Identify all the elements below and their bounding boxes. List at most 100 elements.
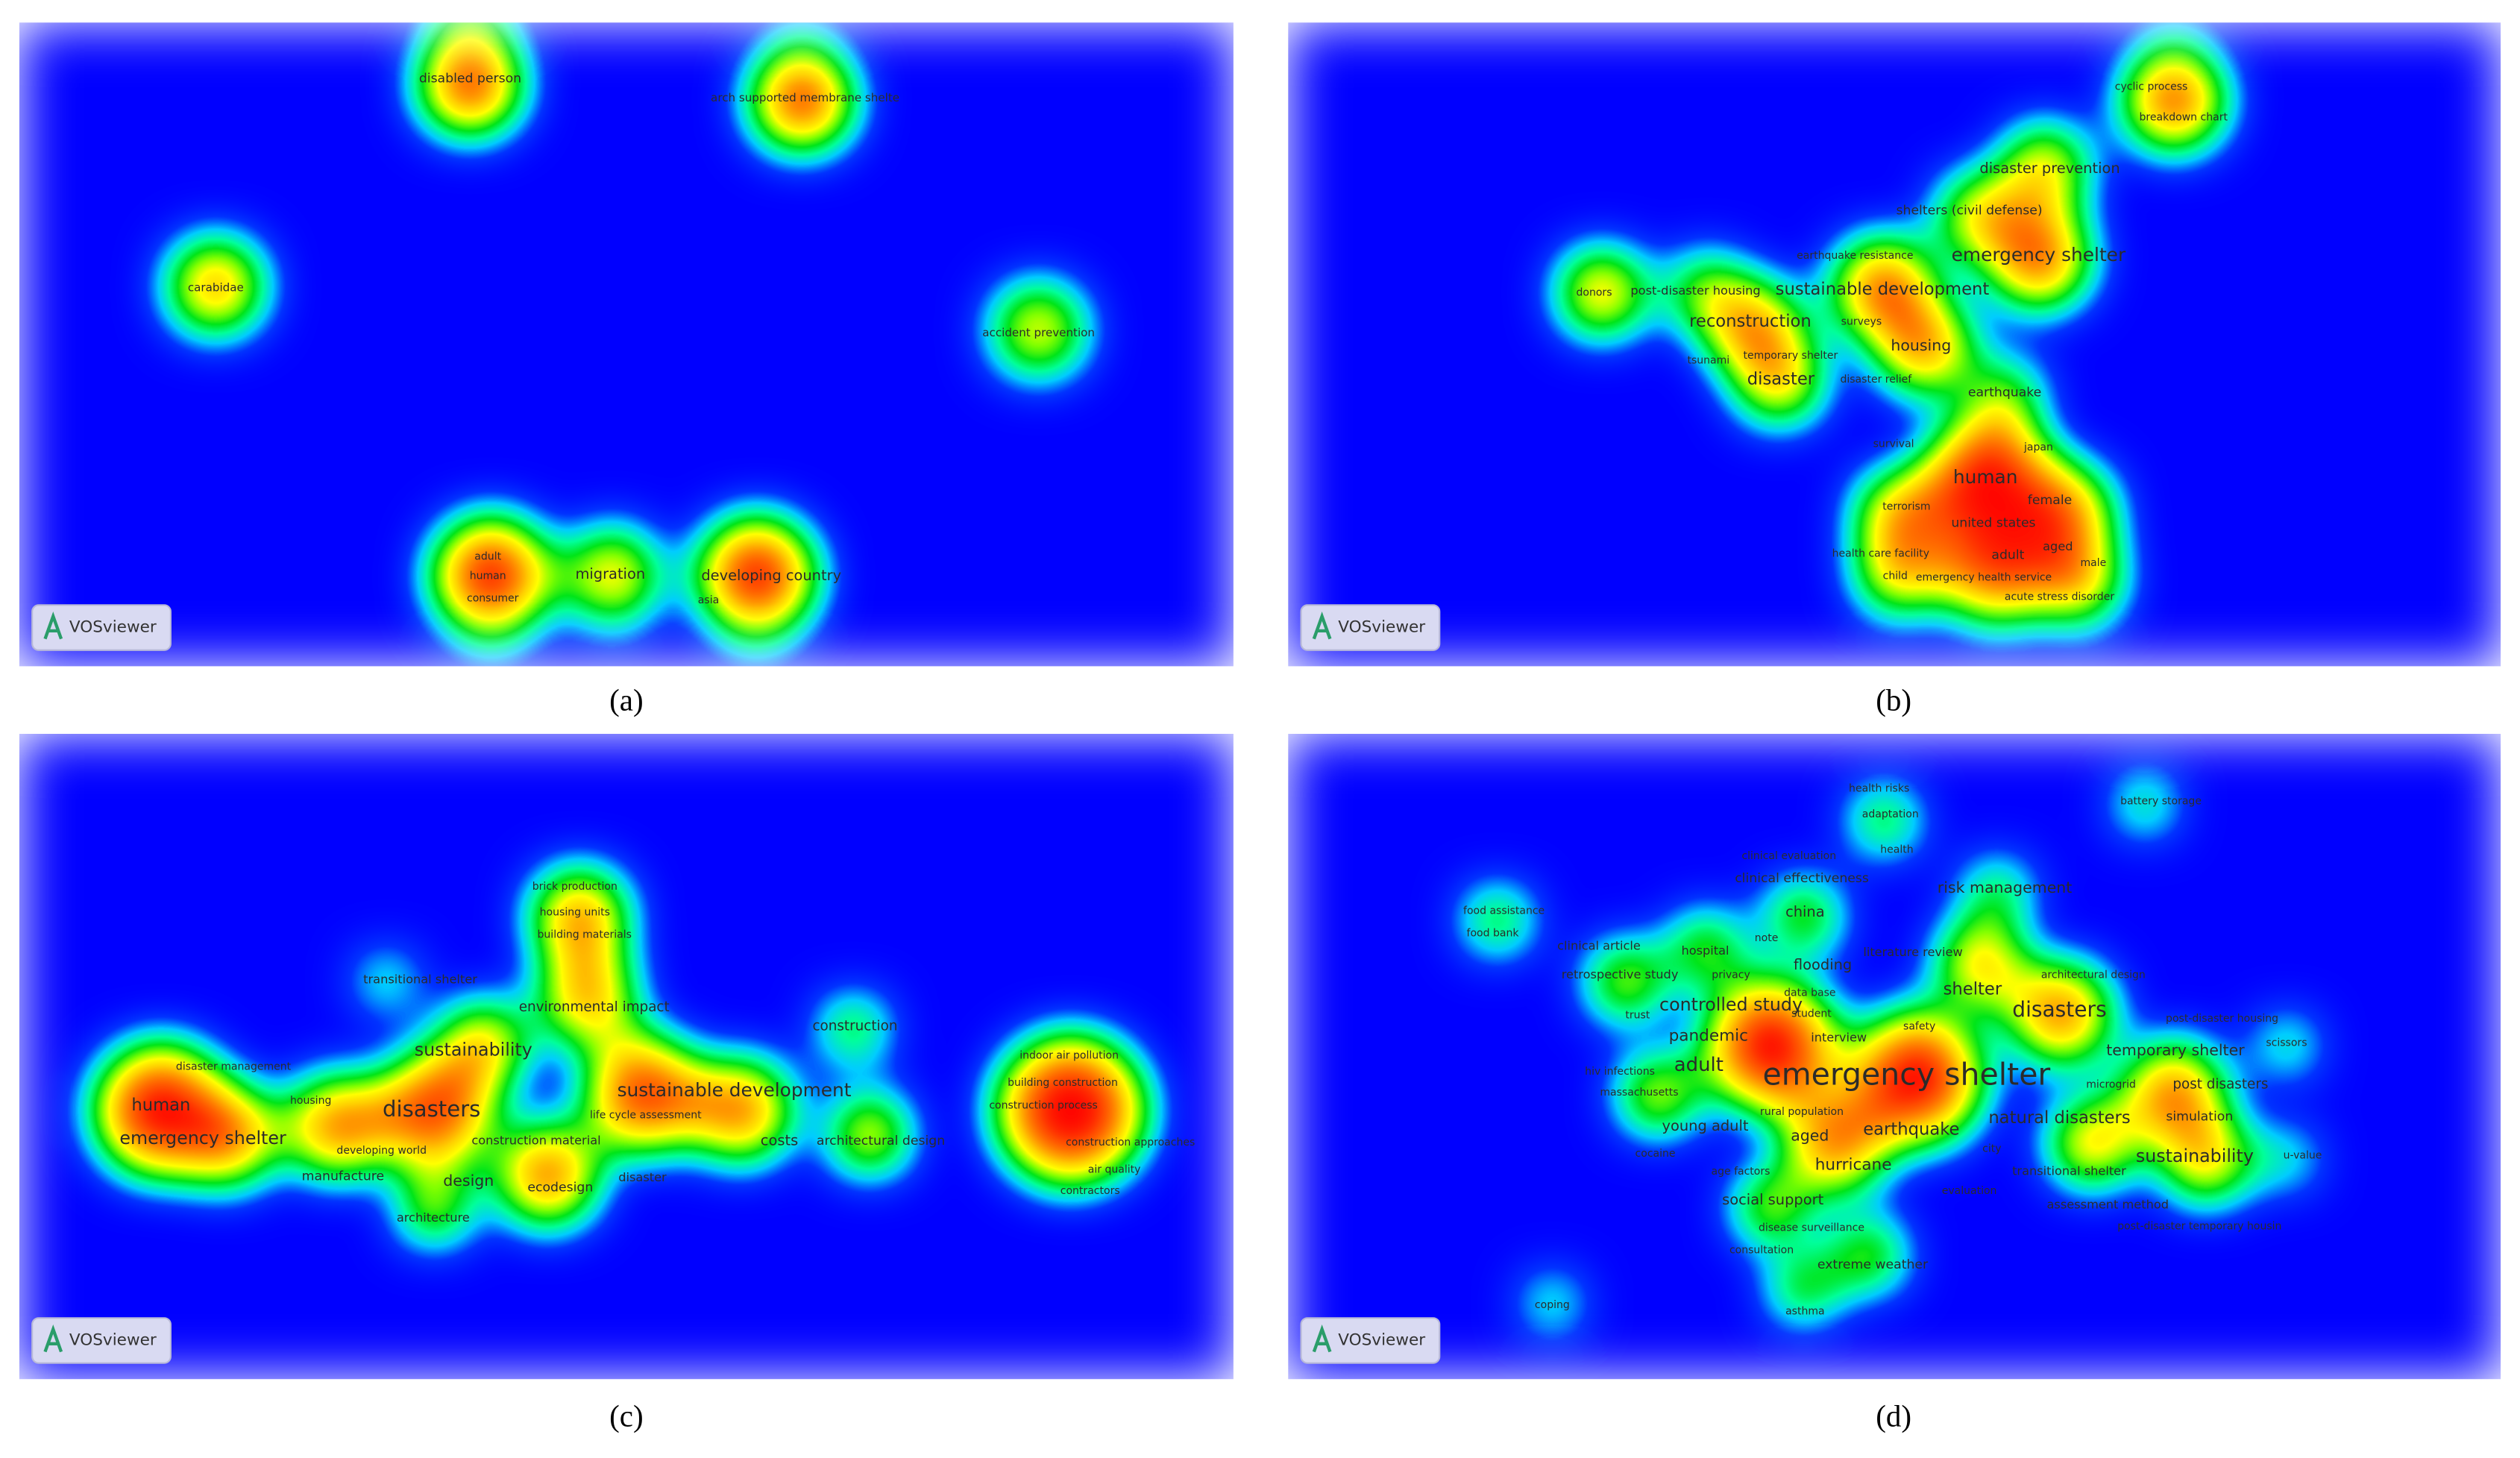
density-blob xyxy=(534,872,625,963)
density-blob xyxy=(998,1037,1143,1184)
density-panel: disabled person arch supported membrane s… xyxy=(19,22,1234,667)
density-blob xyxy=(2012,965,2110,1063)
term-label: transitional shelter xyxy=(2012,1163,2126,1178)
term-label: student xyxy=(1791,1008,1832,1019)
term-label: assessment method xyxy=(2047,1198,2169,1212)
term-label: hiv infections xyxy=(1585,1066,1655,1078)
term-label: simulation xyxy=(2166,1110,2233,1125)
density-panel: cyclic process breakdown chart disaster pr… xyxy=(1288,22,2501,667)
term-label: health xyxy=(1880,843,1913,855)
density-blob xyxy=(1940,506,2053,620)
logo-text: VOSviewer xyxy=(69,618,157,637)
density-blob xyxy=(2052,1102,2134,1184)
density-blob xyxy=(1774,1258,1833,1317)
density-blob xyxy=(1527,1279,1577,1328)
term-label: note xyxy=(1755,932,1779,944)
term-label: disasters xyxy=(2012,997,2106,1022)
term-label: coping xyxy=(1535,1299,1570,1311)
term-label: developing country xyxy=(701,567,841,584)
term-label: reconstruction xyxy=(1689,312,1812,331)
term-label: clinical effectiveness xyxy=(1735,871,1869,886)
density-blob xyxy=(1990,209,2087,306)
density-blob xyxy=(588,1037,701,1151)
term-label: natural disasters xyxy=(1988,1108,2130,1128)
term-label: accident prevention xyxy=(982,326,1095,339)
term-label: tsunami xyxy=(1687,354,1729,366)
term-label: acute stress disorder xyxy=(2005,591,2114,603)
term-label: post-disaster housing xyxy=(2166,1013,2278,1025)
term-label: ecodesign xyxy=(527,1180,593,1195)
term-label: surveys xyxy=(1841,316,1882,328)
term-label: united states xyxy=(1951,515,2035,530)
density-blob xyxy=(824,1001,883,1059)
density-blob xyxy=(442,1005,524,1087)
term-label: temporary shelter xyxy=(1744,350,1838,362)
density-blob xyxy=(1859,531,1941,612)
density-blob xyxy=(1967,864,2026,923)
term-label: controlled study xyxy=(1659,994,1803,1015)
density-blob xyxy=(1468,891,1527,950)
density-blob xyxy=(362,957,411,1006)
term-label: food bank xyxy=(1467,928,1520,940)
term-label: architectural design xyxy=(817,1134,945,1149)
term-label: air quality xyxy=(1088,1164,1141,1176)
term-label: child xyxy=(1883,571,1908,582)
density-blob xyxy=(2037,538,2118,620)
term-label: life cycle assessment xyxy=(590,1109,702,1121)
panel-label: (b) xyxy=(1876,682,1911,717)
density-blob xyxy=(1879,301,1970,392)
term-label: transitional shelter xyxy=(363,972,477,987)
density-map xyxy=(19,733,1234,1380)
term-label: u-value xyxy=(2284,1149,2322,1161)
density-map xyxy=(1288,733,2501,1380)
term-label: human xyxy=(1953,466,2018,488)
term-label: age factors xyxy=(1712,1166,1770,1178)
density-blob xyxy=(378,1054,491,1167)
term-label: building materials xyxy=(538,929,632,941)
term-label: massachusetts xyxy=(1600,1087,1678,1099)
density-blob xyxy=(402,1175,468,1239)
term-label: safety xyxy=(1903,1021,1935,1033)
density-blob xyxy=(542,952,633,1043)
panel-label: (d) xyxy=(1876,1399,1911,1433)
term-label: survival xyxy=(1873,439,1914,450)
term-label: adaptation xyxy=(1862,808,1919,820)
term-label: disaster xyxy=(618,1170,667,1184)
term-label: hurricane xyxy=(1815,1155,1892,1174)
density-blob xyxy=(434,519,548,633)
density-panel: brick production housing units building ma… xyxy=(19,733,1234,1380)
density-blob xyxy=(1623,1058,1694,1130)
term-label: adult xyxy=(1674,1054,1724,1076)
density-blob xyxy=(2262,1022,2311,1070)
term-label: indoor air pollution xyxy=(1019,1050,1119,1062)
term-label: emergency shelter xyxy=(1762,1057,2050,1093)
term-label: environmental impact xyxy=(519,999,670,1015)
density-blob xyxy=(1738,1175,1804,1239)
term-label: asia xyxy=(698,594,719,606)
term-label: migration xyxy=(575,565,645,582)
density-blob xyxy=(289,1078,387,1175)
term-label: donors xyxy=(1577,287,1612,299)
term-label: shelter xyxy=(1944,980,2002,999)
term-label: disaster management xyxy=(176,1061,292,1073)
term-label: hospital xyxy=(1681,943,1729,958)
term-label: disasters xyxy=(383,1096,480,1122)
term-label: arch supported membrane shelte xyxy=(711,91,899,104)
term-label: young adult xyxy=(1662,1117,1748,1134)
density-blob xyxy=(1591,946,1662,1017)
logo-icon xyxy=(43,612,63,640)
term-label: disaster relief xyxy=(1840,374,1912,386)
term-label: manufacture xyxy=(302,1169,384,1184)
term-label: housing units xyxy=(540,906,610,918)
term-label: disaster prevention xyxy=(1979,160,2120,177)
term-label: breakdown chart xyxy=(2140,112,2228,124)
term-label: clinical article xyxy=(1557,938,1641,952)
term-label: literature review xyxy=(1863,945,1962,959)
term-label: consumer xyxy=(467,593,519,605)
term-label: construction approaches xyxy=(1066,1137,1195,1149)
term-label: housing xyxy=(1891,336,1951,354)
term-label: adult xyxy=(1991,547,2024,562)
logo-text: VOSviewer xyxy=(69,1330,157,1349)
logo-icon xyxy=(1312,1324,1332,1353)
term-label: temporary shelter xyxy=(2106,1041,2245,1059)
